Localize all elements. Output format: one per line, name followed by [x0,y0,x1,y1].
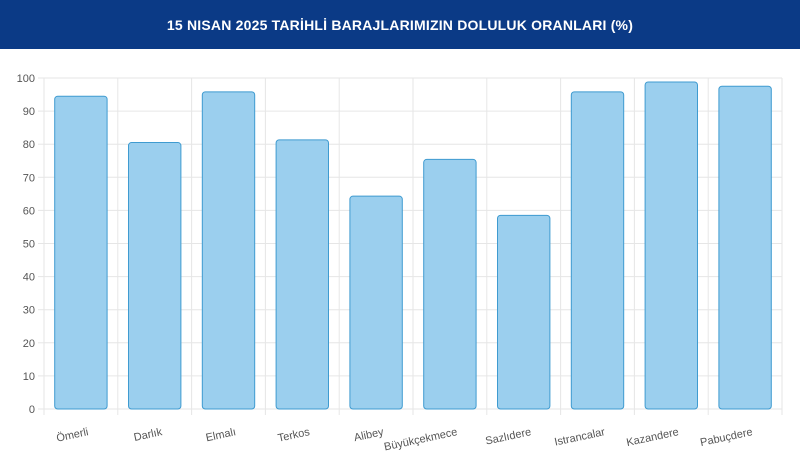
y-tick-label: 10 [23,371,35,383]
y-tick-label: 30 [23,305,35,317]
x-tick-label: Elmalı [205,426,237,444]
x-tick-label: Alibey [353,426,385,444]
bar-alibey[interactable] [349,195,403,410]
bar-elmalı[interactable] [201,91,256,410]
x-tick-label: Büyükçekmece [383,426,458,453]
x-tick-label: Kazandere [625,426,680,449]
chart-title: 15 NISAN 2025 TARİHLİ BARAJLARIMIZIN DOL… [166,16,634,33]
x-tick-label: Ömerli [55,426,89,444]
x-tick-label: Sazlıdere [484,426,532,447]
y-tick-label: 100 [17,73,35,85]
y-tick-label: 40 [23,272,35,284]
y-tick-label: 90 [23,106,35,118]
x-tick-label: Pabuçdere [699,426,754,449]
chart-header: 15 NISAN 2025 TARİHLİ BARAJLARIMIZIN DOL… [0,0,800,49]
bar-istrancalar[interactable] [570,91,625,410]
y-tick-label: 60 [23,205,35,217]
bar-sazlıdere[interactable] [497,214,551,410]
x-tick-label: Istrancalar [553,426,606,448]
y-tick-label: 50 [23,239,35,251]
bar-kazandere[interactable] [644,81,698,410]
x-tick-label: Darlık [133,426,164,444]
bar-chart: 0 10 20 30 40 50 60 70 80 90 100 Ömerli Darlık Elmalı… [17,73,783,453]
y-tick-label: 80 [23,139,35,151]
bar-ömerli[interactable] [54,95,108,410]
y-tick-label: 20 [23,338,35,350]
y-tick-label: 70 [23,172,35,184]
bar-terkos[interactable] [275,139,329,410]
y-tick-label: 0 [29,404,35,416]
bar-pabuçdere[interactable] [718,85,772,410]
bar-darlık[interactable] [128,142,182,410]
x-tick-label: Terkos [277,426,312,445]
bar-büyükçekmece[interactable] [423,158,477,410]
